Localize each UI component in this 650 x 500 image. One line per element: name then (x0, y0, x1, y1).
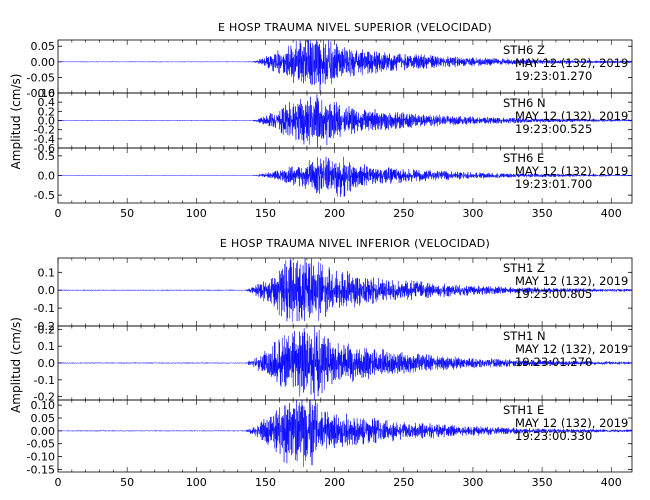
x-tick-label: 400 (601, 207, 622, 220)
date-label: MAY 12 (132), 2019 (515, 56, 628, 70)
y-axis-label: Amplitud (cm/s) (9, 74, 23, 170)
x-tick-label: 300 (462, 207, 483, 220)
station-component-label: STH6 Z (503, 43, 545, 57)
time-label: 19:23:00.525 (515, 122, 592, 136)
x-tick-label: 300 (462, 476, 483, 489)
x-tick-label: 50 (120, 476, 134, 489)
x-tick-label: 150 (255, 207, 276, 220)
y-tick-label: 0.00 (31, 425, 56, 438)
date-label: MAY 12 (132), 2019 (515, 274, 628, 288)
date-label: MAY 12 (132), 2019 (515, 416, 628, 430)
y-tick-label: 0.2 (38, 323, 56, 336)
x-tick-label: 350 (532, 207, 553, 220)
time-label: 19:23:00.805 (515, 287, 592, 301)
station-component-label: STH6 N (503, 96, 546, 110)
x-tick-label: 100 (186, 476, 207, 489)
station-component-label: STH1 Z (503, 261, 545, 275)
time-label: 19:23:00.330 (515, 429, 592, 443)
x-tick-label: 200 (324, 207, 345, 220)
time-label: 19:23:01.700 (515, 177, 592, 191)
chart-2: E HOSP TRAUMA NIVEL INFERIOR (VELOCIDAD)… (9, 237, 633, 489)
x-tick-label: 150 (255, 476, 276, 489)
x-tick-label: 350 (532, 476, 553, 489)
station-component-label: STH6 E (503, 151, 544, 165)
y-tick-label: 0.00 (31, 56, 56, 69)
y-tick-label: -0.2 (34, 124, 55, 137)
y-tick-label: 0.05 (31, 40, 56, 53)
x-tick-label: 100 (186, 207, 207, 220)
y-tick-label: 0.0 (38, 284, 56, 297)
y-tick-label: -0.5 (34, 189, 55, 202)
y-tick-label: 0.2 (38, 105, 56, 118)
trace-line (57, 94, 633, 148)
trace-line (57, 258, 633, 322)
x-tick-label: 200 (324, 476, 345, 489)
chart-title: E HOSP TRAUMA NIVEL SUPERIOR (VELOCIDAD) (218, 21, 492, 34)
y-tick-label: 0.5 (38, 150, 56, 163)
y-tick-label: 0.0 (38, 357, 56, 370)
chart-1: E HOSP TRAUMA NIVEL SUPERIOR (VELOCIDAD)… (9, 21, 633, 220)
y-tick-label: 0.6 (38, 87, 56, 100)
y-tick-label: -0.2 (34, 320, 55, 333)
y-tick-label: -0.10 (27, 87, 55, 100)
trace-line (57, 400, 633, 467)
trace-line (57, 156, 633, 197)
date-label: MAY 12 (132), 2019 (515, 164, 628, 178)
y-tick-label: -0.15 (27, 463, 55, 476)
date-label: MAY 12 (132), 2019 (515, 342, 628, 356)
x-tick-label: 250 (393, 207, 414, 220)
y-tick-label: 0.1 (38, 266, 56, 279)
y-tick-label: 0.05 (31, 412, 56, 425)
y-tick-label: -0.05 (27, 71, 55, 84)
time-label: 19:23:01.270 (515, 355, 592, 369)
x-tick-label: 50 (120, 207, 134, 220)
station-component-label: STH1 N (503, 329, 546, 343)
trace-line (57, 326, 633, 400)
y-tick-label: -0.1 (34, 302, 55, 315)
y-tick-label: -0.10 (27, 451, 55, 464)
y-tick-label: 0.4 (38, 96, 56, 109)
x-tick-label: 250 (393, 476, 414, 489)
y-tick-label: 0.0 (38, 170, 56, 183)
y-tick-label: -0.05 (27, 438, 55, 451)
x-tick-label: 400 (601, 476, 622, 489)
chart-title: E HOSP TRAUMA NIVEL INFERIOR (VELOCIDAD) (220, 237, 490, 250)
date-label: MAY 12 (132), 2019 (515, 109, 628, 123)
trace-line (57, 40, 633, 92)
x-tick-label: 0 (55, 207, 62, 220)
y-tick-label: -0.6 (34, 142, 55, 155)
y-tick-label: -0.4 (34, 133, 55, 146)
station-component-label: STH1 E (503, 403, 544, 417)
y-tick-label: 0.0 (38, 115, 56, 128)
x-tick-label: 0 (55, 476, 62, 489)
panel-frame (57, 399, 633, 473)
y-tick-label: -0.1 (34, 374, 55, 387)
y-tick-label: -0.2 (34, 391, 55, 404)
y-tick-label: 0.10 (31, 399, 56, 412)
y-tick-label: 0.1 (38, 340, 56, 353)
time-label: 19:23:01.270 (515, 69, 592, 83)
y-axis-label: Amplitud (cm/s) (9, 317, 23, 413)
